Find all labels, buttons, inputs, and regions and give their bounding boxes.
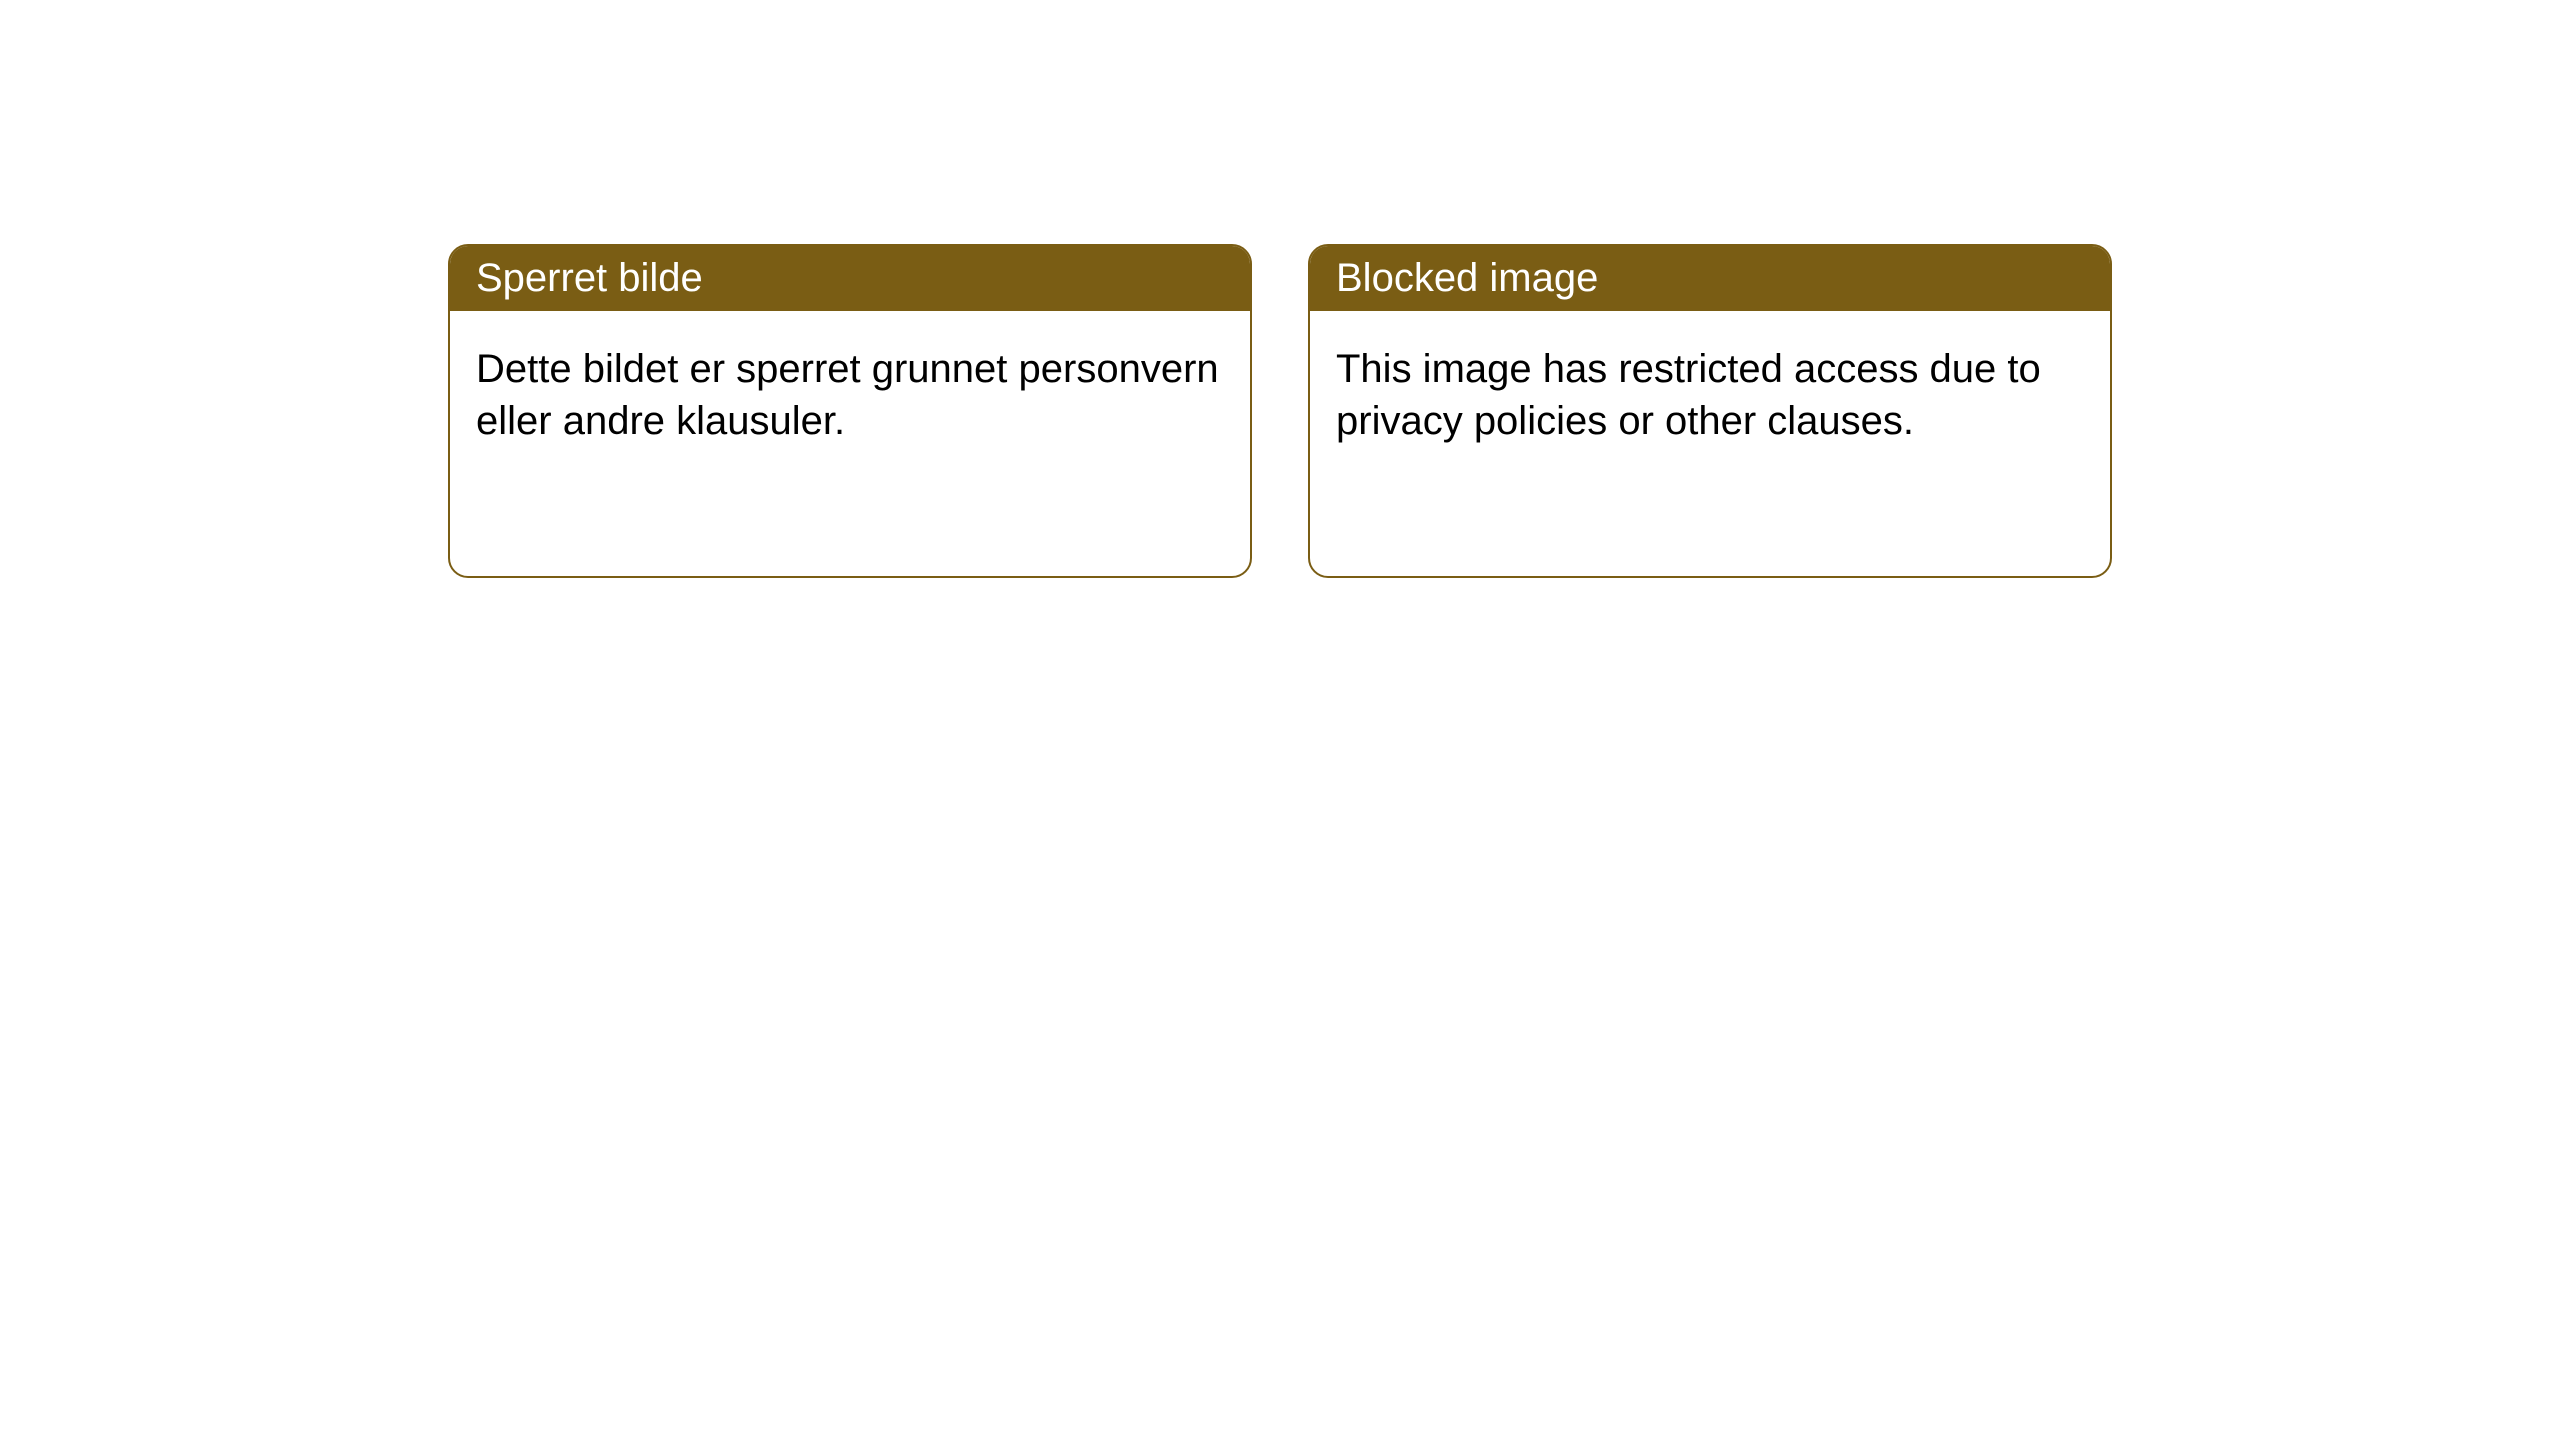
notice-card-no: Sperret bilde Dette bildet er sperret gr… xyxy=(448,244,1252,578)
notice-cards-row: Sperret bilde Dette bildet er sperret gr… xyxy=(448,244,2560,578)
notice-title-en: Blocked image xyxy=(1310,246,2110,311)
notice-body-en: This image has restricted access due to … xyxy=(1310,311,2110,479)
notice-card-en: Blocked image This image has restricted … xyxy=(1308,244,2112,578)
notice-body-no: Dette bildet er sperret grunnet personve… xyxy=(450,311,1250,479)
notice-title-no: Sperret bilde xyxy=(450,246,1250,311)
